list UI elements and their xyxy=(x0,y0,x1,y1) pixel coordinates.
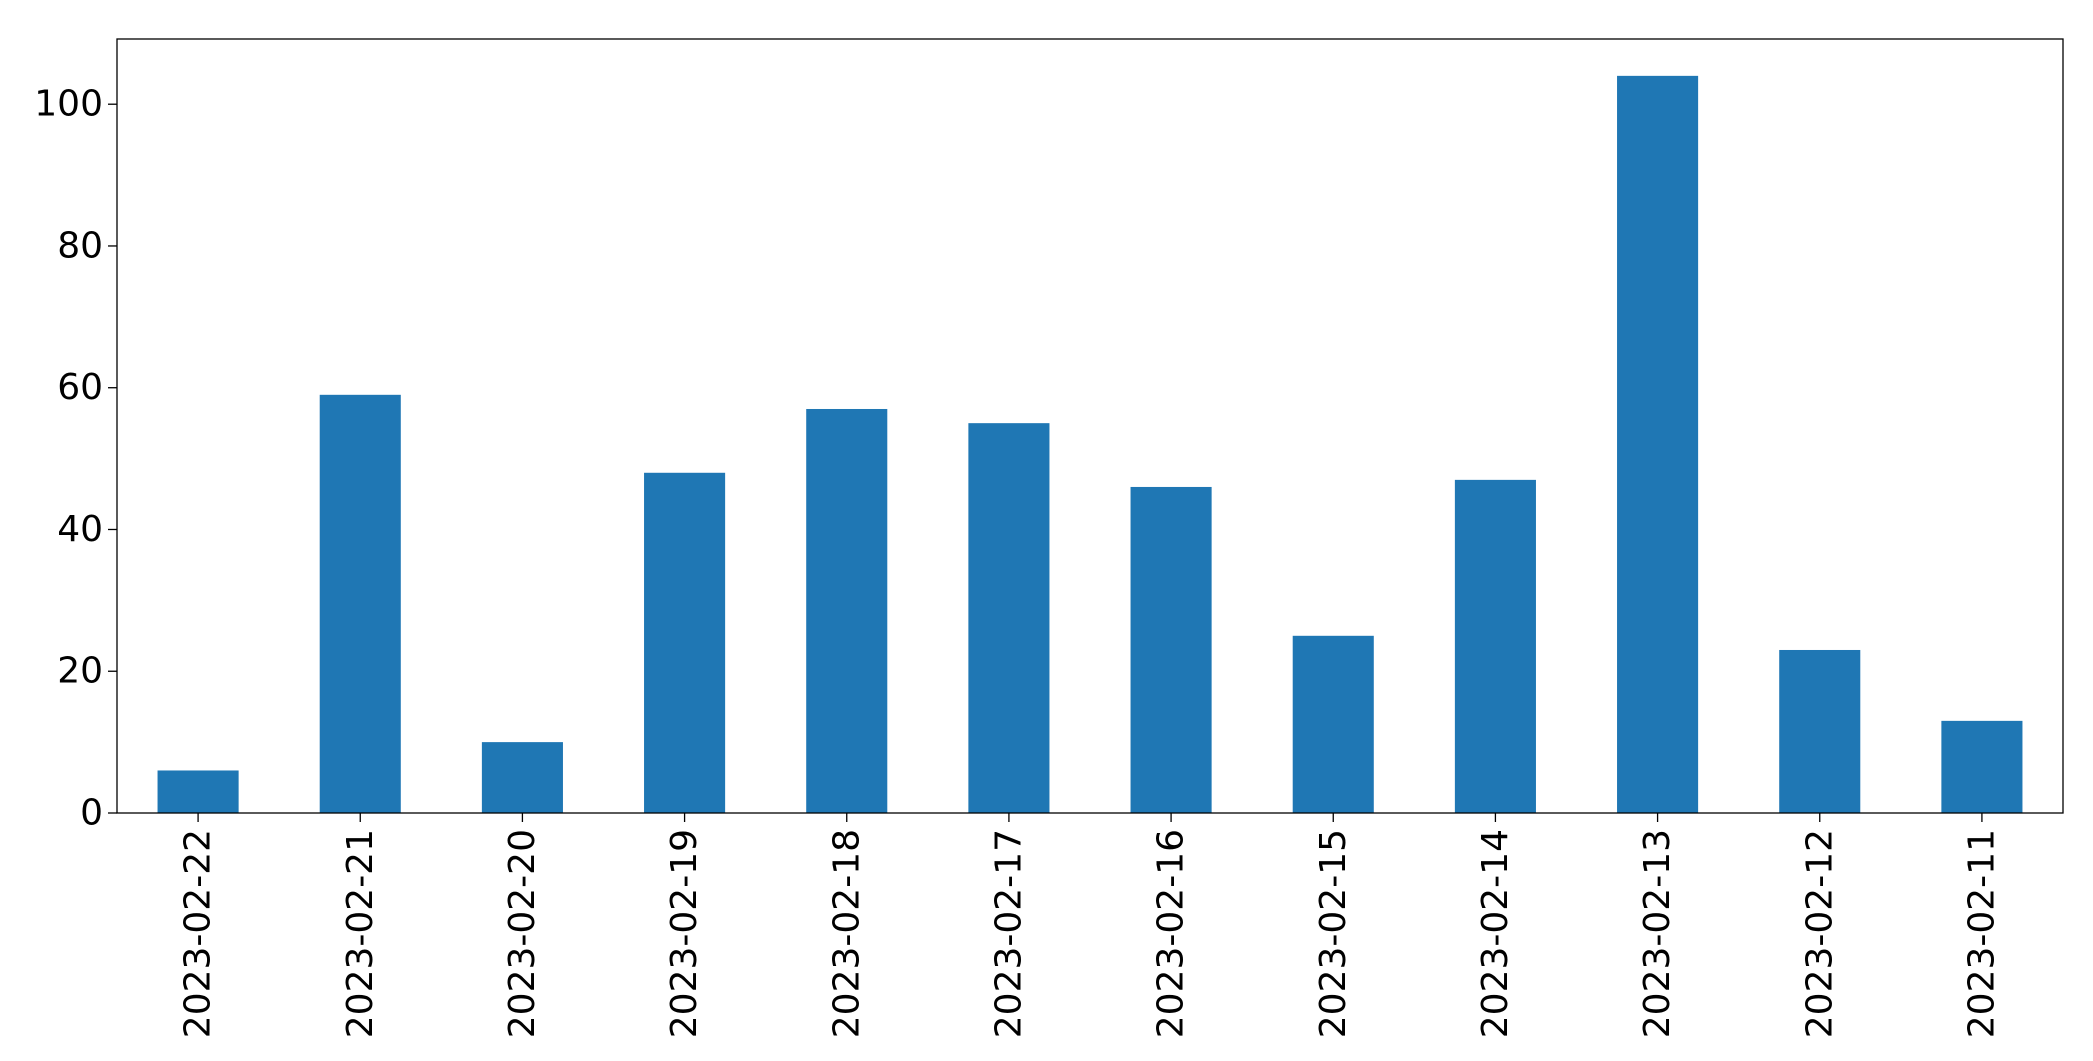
bar xyxy=(1292,635,1374,813)
x-tick-label: 2023-02-22 xyxy=(178,829,219,1038)
bar xyxy=(157,770,239,813)
bar xyxy=(1130,486,1212,813)
y-tick-label: 100 xyxy=(34,84,103,125)
bar xyxy=(644,472,726,813)
bar xyxy=(481,742,563,813)
y-tick-label: 60 xyxy=(57,367,103,408)
x-tick-label: 2023-02-13 xyxy=(1637,829,1678,1038)
bar xyxy=(968,423,1050,813)
bar xyxy=(319,394,401,813)
bar xyxy=(1454,479,1536,813)
bar xyxy=(1617,75,1699,814)
x-tick-label: 2023-02-19 xyxy=(664,829,705,1038)
bar xyxy=(1941,720,2023,813)
x-tick-label: 2023-02-14 xyxy=(1475,829,1516,1038)
x-tick-label: 2023-02-15 xyxy=(1313,829,1354,1038)
x-tick-label: 2023-02-11 xyxy=(1961,829,2002,1038)
x-tick-label: 2023-02-20 xyxy=(502,829,543,1038)
plot-frame xyxy=(116,38,2064,814)
x-tick-label: 2023-02-12 xyxy=(1799,829,1840,1038)
bar xyxy=(1779,649,1861,813)
y-tick-label: 20 xyxy=(57,651,103,692)
y-tick-label: 80 xyxy=(57,225,103,266)
y-tick-label: 40 xyxy=(57,509,103,550)
x-tick-label: 2023-02-16 xyxy=(1151,829,1192,1038)
bar xyxy=(806,408,888,813)
x-tick-label: 2023-02-21 xyxy=(340,829,381,1038)
x-tick-label: 2023-02-17 xyxy=(988,829,1029,1038)
y-tick-label: 0 xyxy=(80,793,103,834)
x-tick-label: 2023-02-18 xyxy=(826,829,867,1038)
